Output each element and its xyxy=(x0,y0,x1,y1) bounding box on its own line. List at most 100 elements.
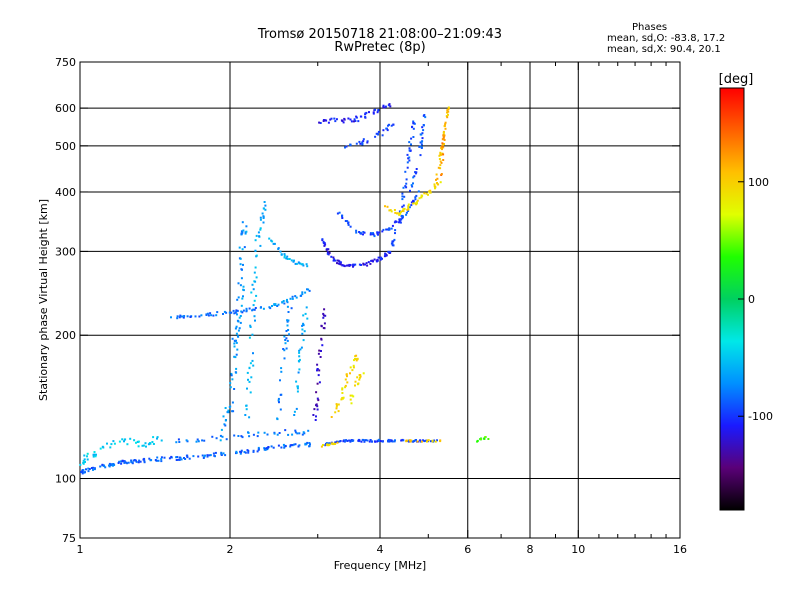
data-point xyxy=(353,359,355,362)
data-point xyxy=(263,201,266,203)
data-point xyxy=(297,371,300,374)
data-point xyxy=(279,250,282,253)
data-point xyxy=(235,332,238,335)
data-point xyxy=(152,443,155,445)
data-point xyxy=(382,228,385,231)
data-point xyxy=(154,459,157,461)
data-point xyxy=(280,253,283,256)
data-point xyxy=(86,452,89,455)
data-point xyxy=(188,457,191,460)
data-point xyxy=(248,336,251,339)
data-point xyxy=(336,262,338,265)
data-point xyxy=(286,319,289,322)
data-point xyxy=(111,464,114,467)
data-point xyxy=(235,341,238,344)
data-point xyxy=(283,302,286,305)
data-point xyxy=(344,384,347,387)
data-point xyxy=(381,134,384,137)
data-point xyxy=(302,322,305,325)
data-point xyxy=(178,316,181,319)
data-point xyxy=(290,259,293,262)
data-point xyxy=(215,314,218,317)
data-point xyxy=(252,450,255,453)
data-point xyxy=(411,185,414,188)
data-point xyxy=(206,454,209,457)
data-point xyxy=(405,213,408,216)
data-point xyxy=(184,458,187,460)
data-point xyxy=(197,440,200,443)
data-point xyxy=(301,332,304,335)
data-point xyxy=(259,216,262,219)
data-point xyxy=(441,145,444,148)
data-point xyxy=(376,440,379,443)
data-point xyxy=(87,470,90,473)
data-point xyxy=(279,393,282,396)
data-point xyxy=(333,258,336,261)
data-point xyxy=(316,408,319,411)
data-point xyxy=(405,211,408,214)
data-point xyxy=(283,254,286,257)
data-point xyxy=(304,312,307,315)
data-point xyxy=(266,448,269,451)
data-point xyxy=(237,296,240,299)
data-point xyxy=(323,322,326,325)
data-point xyxy=(304,443,307,446)
data-point xyxy=(163,456,166,459)
data-point xyxy=(235,353,238,356)
data-point xyxy=(398,213,401,216)
data-point xyxy=(123,461,126,464)
data-point xyxy=(240,451,243,454)
data-point xyxy=(374,108,377,111)
data-point xyxy=(258,235,261,238)
data-point xyxy=(239,257,242,260)
data-point xyxy=(298,349,301,352)
data-point xyxy=(394,220,397,223)
data-point xyxy=(291,297,294,300)
data-point xyxy=(249,326,252,328)
data-point xyxy=(286,339,289,342)
data-point xyxy=(442,131,445,134)
data-point xyxy=(318,381,321,384)
data-point xyxy=(332,256,335,259)
data-point xyxy=(354,263,357,266)
data-point xyxy=(442,153,445,156)
data-point xyxy=(92,468,94,471)
data-point xyxy=(352,366,355,369)
data-point xyxy=(133,459,136,461)
data-point xyxy=(392,240,395,243)
data-point xyxy=(281,301,284,304)
data-point xyxy=(355,231,358,234)
data-point xyxy=(408,147,411,150)
data-point xyxy=(208,454,211,457)
y-tick-label: 200 xyxy=(55,329,76,342)
data-point xyxy=(304,291,307,294)
data-point xyxy=(106,442,108,445)
data-point xyxy=(444,121,447,124)
data-point xyxy=(319,356,322,358)
data-point xyxy=(405,178,408,181)
data-point xyxy=(82,469,85,472)
data-point xyxy=(427,439,430,442)
data-point xyxy=(433,185,436,188)
data-point xyxy=(317,399,320,402)
data-point xyxy=(296,432,299,435)
data-point xyxy=(284,445,287,448)
data-point xyxy=(313,408,316,411)
data-point xyxy=(262,221,265,224)
data-point xyxy=(349,440,352,443)
data-point xyxy=(160,456,163,459)
data-point xyxy=(119,460,122,463)
data-point xyxy=(276,433,279,436)
data-point xyxy=(81,472,84,475)
data-point xyxy=(148,457,151,460)
data-point xyxy=(242,285,245,288)
data-point xyxy=(433,183,436,186)
data-point xyxy=(355,359,358,362)
data-point xyxy=(316,382,319,385)
x-tick-label: 16 xyxy=(673,543,687,556)
data-point xyxy=(315,404,317,407)
data-point xyxy=(333,117,336,120)
data-point xyxy=(298,262,301,265)
data-point xyxy=(285,300,288,302)
